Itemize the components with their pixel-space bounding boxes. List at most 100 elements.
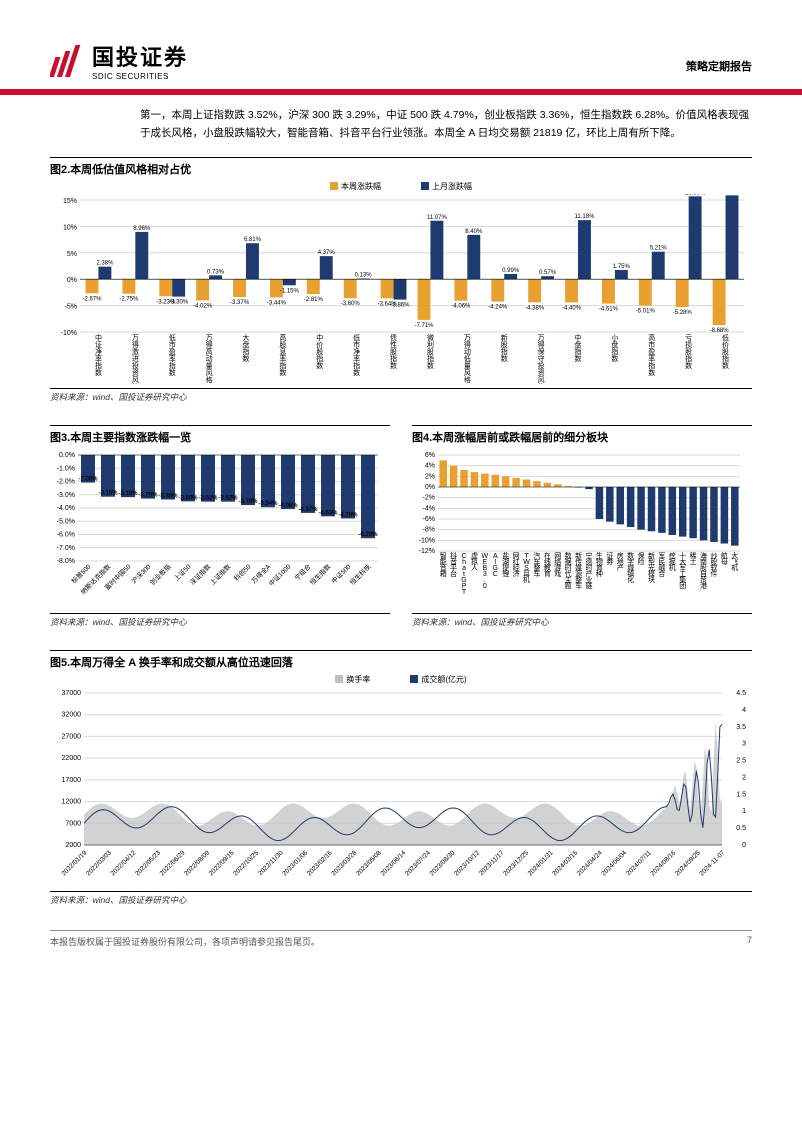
svg-text:4.5: 4.5 [736,690,746,697]
svg-text:量: 量 [464,362,471,370]
svg-text:-3.29%: -3.29% [138,492,158,498]
svg-text:指: 指 [316,354,323,363]
svg-text:-4.40%: -4.40% [562,305,582,311]
svg-text:资: 资 [132,368,139,377]
svg-text:5.21%: 5.21% [650,245,668,251]
svg-text:指: 指 [722,354,729,363]
svg-text:育: 育 [544,569,551,578]
svg-text:2.5: 2.5 [736,757,746,764]
svg-text:土: 土 [690,557,697,566]
svg-text:风: 风 [206,369,213,377]
chart3-svg: 0.0%-1.0%-2.0%-3.0%-4.0%-5.0%-6.0%-7.0%-… [50,449,382,609]
svg-text:4.37%: 4.37% [318,250,336,256]
svg-text:15%: 15% [63,198,77,205]
svg-text:格: 格 [206,375,213,384]
chart5-title: 图5.本周万得全 A 换手率和成交额从高位迅速回落 [50,650,752,670]
svg-text:得: 得 [206,340,213,349]
svg-text:-3.94%: -3.94% [258,501,278,507]
svg-text:-7.0%: -7.0% [57,544,75,551]
chart5-legend-1: 成交额(亿元) [421,674,466,685]
svg-text:-1.15%: -1.15% [280,288,300,294]
svg-text:股: 股 [316,348,323,356]
svg-text:5%: 5% [67,250,77,257]
svg-text:指: 指 [279,361,286,370]
svg-text:资: 资 [538,368,545,377]
svg-text:万: 万 [206,334,213,342]
svg-text:-5.28%: -5.28% [673,310,693,316]
svg-text:-3.37%: -3.37% [230,300,250,306]
svg-text:1: 1 [742,808,746,815]
svg-text:-8%: -8% [423,526,435,533]
svg-text:C: C [493,571,498,578]
svg-text:数: 数 [501,354,508,363]
svg-text:股: 股 [279,341,286,349]
svg-text:股: 股 [501,341,508,349]
svg-text:股: 股 [722,348,729,356]
logo-cn: 国投证券 [92,40,188,72]
svg-text:6%: 6% [425,452,435,459]
svg-text:-8.0%: -8.0% [57,558,75,565]
svg-text:风: 风 [464,369,471,377]
svg-text:锂: 锂 [502,569,509,578]
chart2-legend-1: 上月涨跌幅 [432,181,472,192]
svg-text:0: 0 [742,842,746,849]
svg-text:指: 指 [243,347,250,356]
svg-text:-4.02%: -4.02% [193,303,213,309]
svg-text:-3.52%: -3.52% [218,495,238,501]
svg-text:风: 风 [538,376,545,384]
svg-text:27000: 27000 [62,733,82,740]
svg-text:科创50: 科创50 [232,561,253,582]
svg-text:券: 券 [606,557,613,566]
svg-text:-2.81%: -2.81% [304,297,324,303]
svg-text:上证50: 上证50 [172,561,193,582]
svg-text:0.13%: 0.13% [355,272,373,278]
svg-text:-3.44%: -3.44% [267,300,287,306]
svg-text:0: 0 [483,583,487,590]
svg-text:台: 台 [450,569,457,578]
svg-text:-3.60%: -3.60% [341,301,361,307]
svg-text:-5.0%: -5.0% [57,518,75,525]
svg-text:0.0%: 0.0% [59,452,75,459]
svg-text:低: 低 [464,354,471,363]
svg-text:-8.68%: -8.68% [710,328,730,334]
svg-text:2.38%: 2.38% [96,260,114,266]
svg-text:15.88%: 15.88% [722,194,743,195]
svg-text:人: 人 [471,564,478,572]
svg-text:T: T [462,589,467,596]
svg-text:股: 股 [427,348,434,356]
svg-text:市: 市 [353,340,360,349]
svg-text:-3.15%: -3.15% [98,490,118,496]
svg-text:-2.08%: -2.08% [78,476,98,482]
chart4-svg: -12%-10%-8%-6%-4%-2%0%2%4%6%智能音箱抖音平台Chat… [412,449,744,609]
svg-text:母: 母 [721,558,728,566]
svg-text:-6%: -6% [423,516,435,523]
svg-text:22000: 22000 [62,755,82,762]
svg-text:2000: 2000 [65,842,81,849]
svg-text:率: 率 [169,354,176,363]
svg-text:大: 大 [243,333,250,342]
svg-text:盈: 盈 [648,348,655,356]
svg-text:团: 团 [679,582,686,590]
header: 国投证券 SDIC SECURITIES 策略定期报告 [50,40,752,81]
svg-text:低: 低 [722,333,729,342]
svg-text:-6.28%: -6.28% [358,532,378,538]
svg-text:盈: 盈 [169,348,176,356]
svg-text:箱: 箱 [440,569,447,578]
svg-text:高: 高 [206,347,213,356]
svg-text:-12%: -12% [419,548,435,555]
svg-text:中证1000: 中证1000 [267,561,293,587]
svg-text:高: 高 [279,333,286,342]
red-bar [0,89,802,95]
svg-text:宁组合: 宁组合 [292,561,313,582]
svg-text:指: 指 [390,354,397,363]
svg-text:得: 得 [538,340,545,349]
svg-text:车: 车 [575,581,582,590]
svg-text:4: 4 [742,707,746,714]
svg-text:中: 中 [95,333,102,342]
svg-text:得: 得 [464,340,471,349]
svg-text:激: 激 [132,347,139,356]
svg-text:2: 2 [742,774,746,781]
svg-text:新: 新 [501,333,508,342]
chart3-source: 资料来源：wind、国投证券研究中心 [50,616,390,628]
svg-text:价: 价 [316,341,323,349]
